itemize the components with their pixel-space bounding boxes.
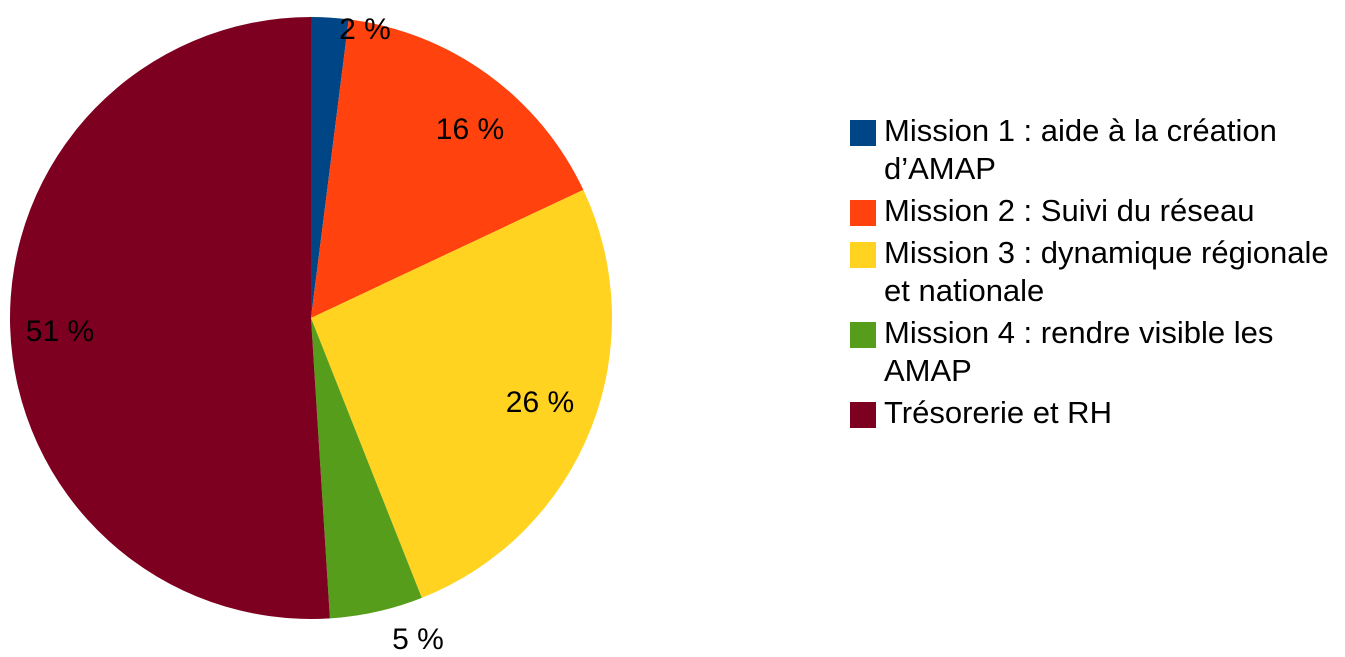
- legend-label: Mission 1 : aide à la création d’AMAP: [884, 113, 1277, 186]
- data-label: 16 %: [436, 113, 504, 146]
- pie-slice: [311, 17, 349, 318]
- legend-item: Mission 4 : rendre visible les AMAP: [850, 314, 1345, 390]
- legend-label: Mission 4 : rendre visible les AMAP: [884, 315, 1274, 388]
- pie-slice: [311, 318, 422, 619]
- data-label: 2 %: [339, 13, 391, 46]
- legend-label: Trésorerie et RH: [884, 395, 1112, 430]
- legend-label: Mission 3 : dynamique régionale et natio…: [884, 235, 1329, 308]
- data-label: 26 %: [506, 386, 574, 419]
- legend-swatch: [850, 120, 876, 146]
- pie-chart: 2 % 16 % 26 % 5 % 51 %: [9, 13, 612, 656]
- legend-item: Mission 1 : aide à la création d’AMAP: [850, 112, 1345, 188]
- pie-slice: [9, 17, 330, 619]
- pie-slice: [311, 189, 612, 598]
- pie-slice: [311, 19, 584, 318]
- legend-item: Mission 2 : Suivi du réseau: [850, 192, 1345, 230]
- data-label: 51 %: [26, 315, 94, 348]
- legend-swatch: [850, 322, 876, 348]
- legend-label: Mission 2 : Suivi du réseau: [884, 193, 1255, 228]
- legend: Mission 1 : aide à la création d’AMAP Mis…: [850, 112, 1345, 436]
- legend-item: Trésorerie et RH: [850, 394, 1345, 432]
- legend-swatch: [850, 242, 876, 268]
- legend-swatch: [850, 200, 876, 226]
- legend-item: Mission 3 : dynamique régionale et natio…: [850, 234, 1345, 310]
- legend-swatch: [850, 402, 876, 428]
- data-label: 5 %: [392, 623, 444, 656]
